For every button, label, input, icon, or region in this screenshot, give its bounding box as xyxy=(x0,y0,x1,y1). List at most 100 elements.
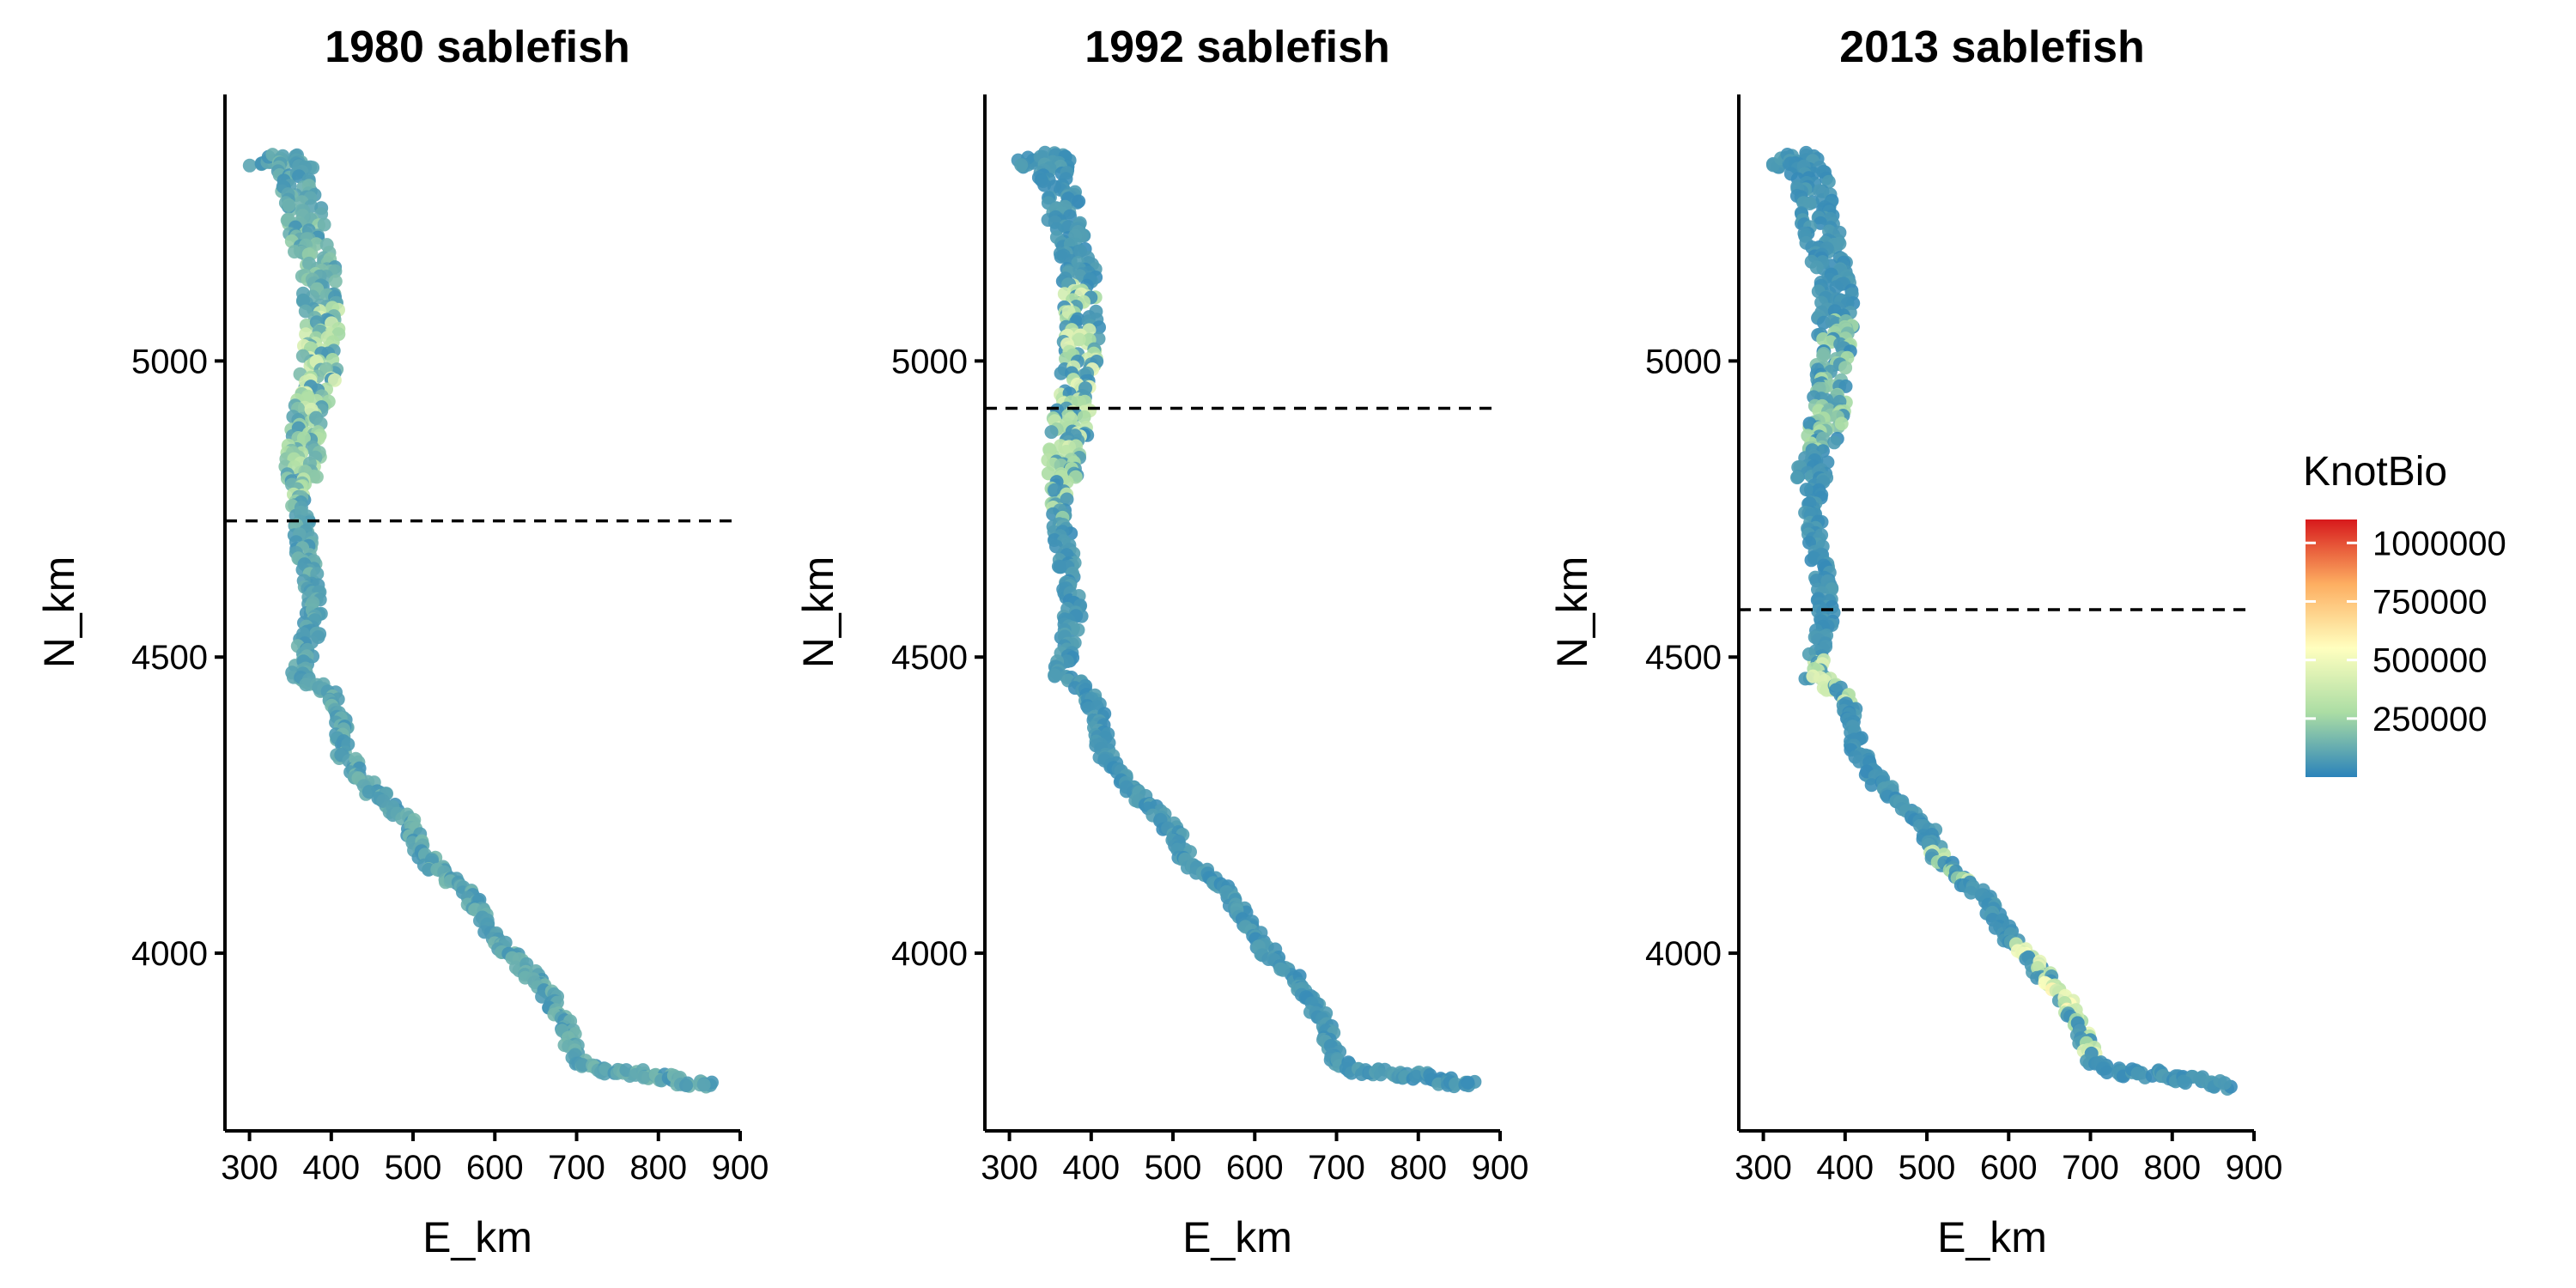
point-layer-2013 xyxy=(1765,145,2238,1096)
data-point xyxy=(1801,647,1816,661)
x-tick-label: 700 xyxy=(1308,1149,1365,1187)
point-layer-1992 xyxy=(1011,145,1482,1094)
panel-title-1992: 1992 sablefish xyxy=(1084,22,1390,72)
data-point xyxy=(1048,668,1062,683)
legend-tick-label: 500000 xyxy=(2372,642,2487,680)
x-tick-label: 400 xyxy=(1062,1149,1120,1187)
y-tick-label: 4500 xyxy=(1645,639,1722,677)
x-tick-label: 300 xyxy=(1735,1149,1792,1187)
data-point xyxy=(2217,1076,2232,1091)
x-axis-title-1980: E_km xyxy=(422,1213,532,1261)
data-point xyxy=(1809,260,1824,275)
x-tick-label: 300 xyxy=(221,1149,278,1187)
x-tick-label: 700 xyxy=(548,1149,605,1187)
legend-title: KnotBio xyxy=(2303,449,2447,495)
data-point xyxy=(296,293,311,307)
data-point xyxy=(1276,963,1291,977)
data-point xyxy=(309,470,324,484)
y-tick-label: 4500 xyxy=(891,639,968,677)
data-point xyxy=(1072,332,1086,347)
data-point xyxy=(282,198,296,212)
data-point xyxy=(1072,194,1086,209)
data-point xyxy=(696,1078,711,1092)
data-point xyxy=(1077,410,1091,424)
data-point xyxy=(1060,492,1074,507)
x-tick-label: 800 xyxy=(629,1149,687,1187)
data-point xyxy=(636,1070,651,1084)
x-tick-label: 300 xyxy=(981,1149,1038,1187)
data-point xyxy=(1827,435,1842,450)
data-point xyxy=(299,677,313,692)
data-point xyxy=(575,1058,590,1072)
data-point xyxy=(1054,366,1068,380)
data-point xyxy=(1799,483,1814,497)
x-ticks-1980: 300 400 500 600 700 800 900 xyxy=(221,1131,769,1187)
panel-2013: 4000 4500 5000 300 400 500 600 700 800 900 2013 … xyxy=(1548,22,2282,1261)
x-ticks-1992: 300 400 500 600 700 800 900 xyxy=(981,1131,1528,1187)
data-point xyxy=(1120,780,1133,794)
x-tick-label: 900 xyxy=(712,1149,769,1187)
data-point xyxy=(295,349,310,363)
data-point xyxy=(1964,885,1978,900)
data-point xyxy=(2099,1066,2114,1079)
x-ticks-2013: 300 400 500 600 700 800 900 xyxy=(1735,1131,2282,1187)
x-tick-label: 500 xyxy=(385,1149,442,1187)
y-axis-title-2013: N_km xyxy=(1548,556,1596,669)
data-point xyxy=(317,217,331,232)
x-tick-label: 600 xyxy=(1980,1149,2038,1187)
x-tick-label: 700 xyxy=(2062,1149,2119,1187)
x-tick-label: 400 xyxy=(302,1149,360,1187)
panel-title-2013: 2013 sablefish xyxy=(1839,22,2145,72)
y-tick-label: 4000 xyxy=(891,935,968,973)
data-point xyxy=(1374,1067,1388,1082)
data-point xyxy=(1838,379,1853,393)
x-tick-label: 900 xyxy=(2226,1149,2283,1187)
data-point xyxy=(1041,466,1055,481)
legend-tick-label: 250000 xyxy=(2372,701,2487,738)
x-tick-label: 500 xyxy=(1145,1149,1202,1187)
legend-colorbar xyxy=(2306,519,2357,777)
data-point xyxy=(341,737,355,751)
panel-1992: 4000 4500 5000 300 400 500 600 700 800 900 1992 … xyxy=(794,22,1528,1261)
data-point xyxy=(1790,471,1804,485)
data-point xyxy=(1852,754,1867,769)
x-axis-title-2013: E_km xyxy=(1937,1213,2047,1261)
data-point xyxy=(1838,361,1853,375)
data-point xyxy=(1042,442,1057,457)
x-axis-title-1992: E_km xyxy=(1182,1213,1292,1261)
x-tick-label: 400 xyxy=(1816,1149,1874,1187)
data-point xyxy=(2178,1076,2193,1091)
data-point xyxy=(1073,244,1088,258)
data-point xyxy=(328,274,343,289)
data-point xyxy=(1071,312,1085,326)
data-point xyxy=(327,373,342,387)
data-point xyxy=(1461,1075,1475,1090)
data-point xyxy=(1014,158,1029,173)
data-point xyxy=(679,1078,693,1092)
data-point xyxy=(1829,280,1844,295)
y-axis-title-1992: N_km xyxy=(794,556,842,669)
data-point xyxy=(1449,1077,1463,1091)
x-tick-label: 600 xyxy=(466,1149,524,1187)
legend-ticks: 1000000 750000 500000 250000 xyxy=(2306,525,2506,738)
data-point xyxy=(1409,1069,1424,1084)
data-point xyxy=(1423,1067,1437,1082)
x-tick-label: 800 xyxy=(1389,1149,1447,1187)
x-tick-label: 500 xyxy=(1899,1149,1956,1187)
point-layer-1980 xyxy=(242,148,719,1094)
x-tick-label: 900 xyxy=(1472,1149,1529,1187)
y-axis-title-1980: N_km xyxy=(35,556,83,669)
panel-title-1980: 1980 sablefish xyxy=(325,22,630,72)
y-tick-label: 5000 xyxy=(131,343,208,380)
y-ticks-2013: 4000 4500 5000 xyxy=(1645,343,1739,973)
y-tick-label: 5000 xyxy=(891,343,968,380)
y-tick-label: 5000 xyxy=(1645,343,1722,380)
y-ticks-1992: 4000 4500 5000 xyxy=(891,343,985,973)
data-point xyxy=(1044,425,1059,440)
data-point xyxy=(1060,654,1074,669)
data-point xyxy=(2192,1072,2207,1086)
y-ticks-1980: 4000 4500 5000 xyxy=(131,343,225,973)
data-point xyxy=(1071,623,1085,637)
legend-tick-label: 1000000 xyxy=(2372,525,2506,562)
